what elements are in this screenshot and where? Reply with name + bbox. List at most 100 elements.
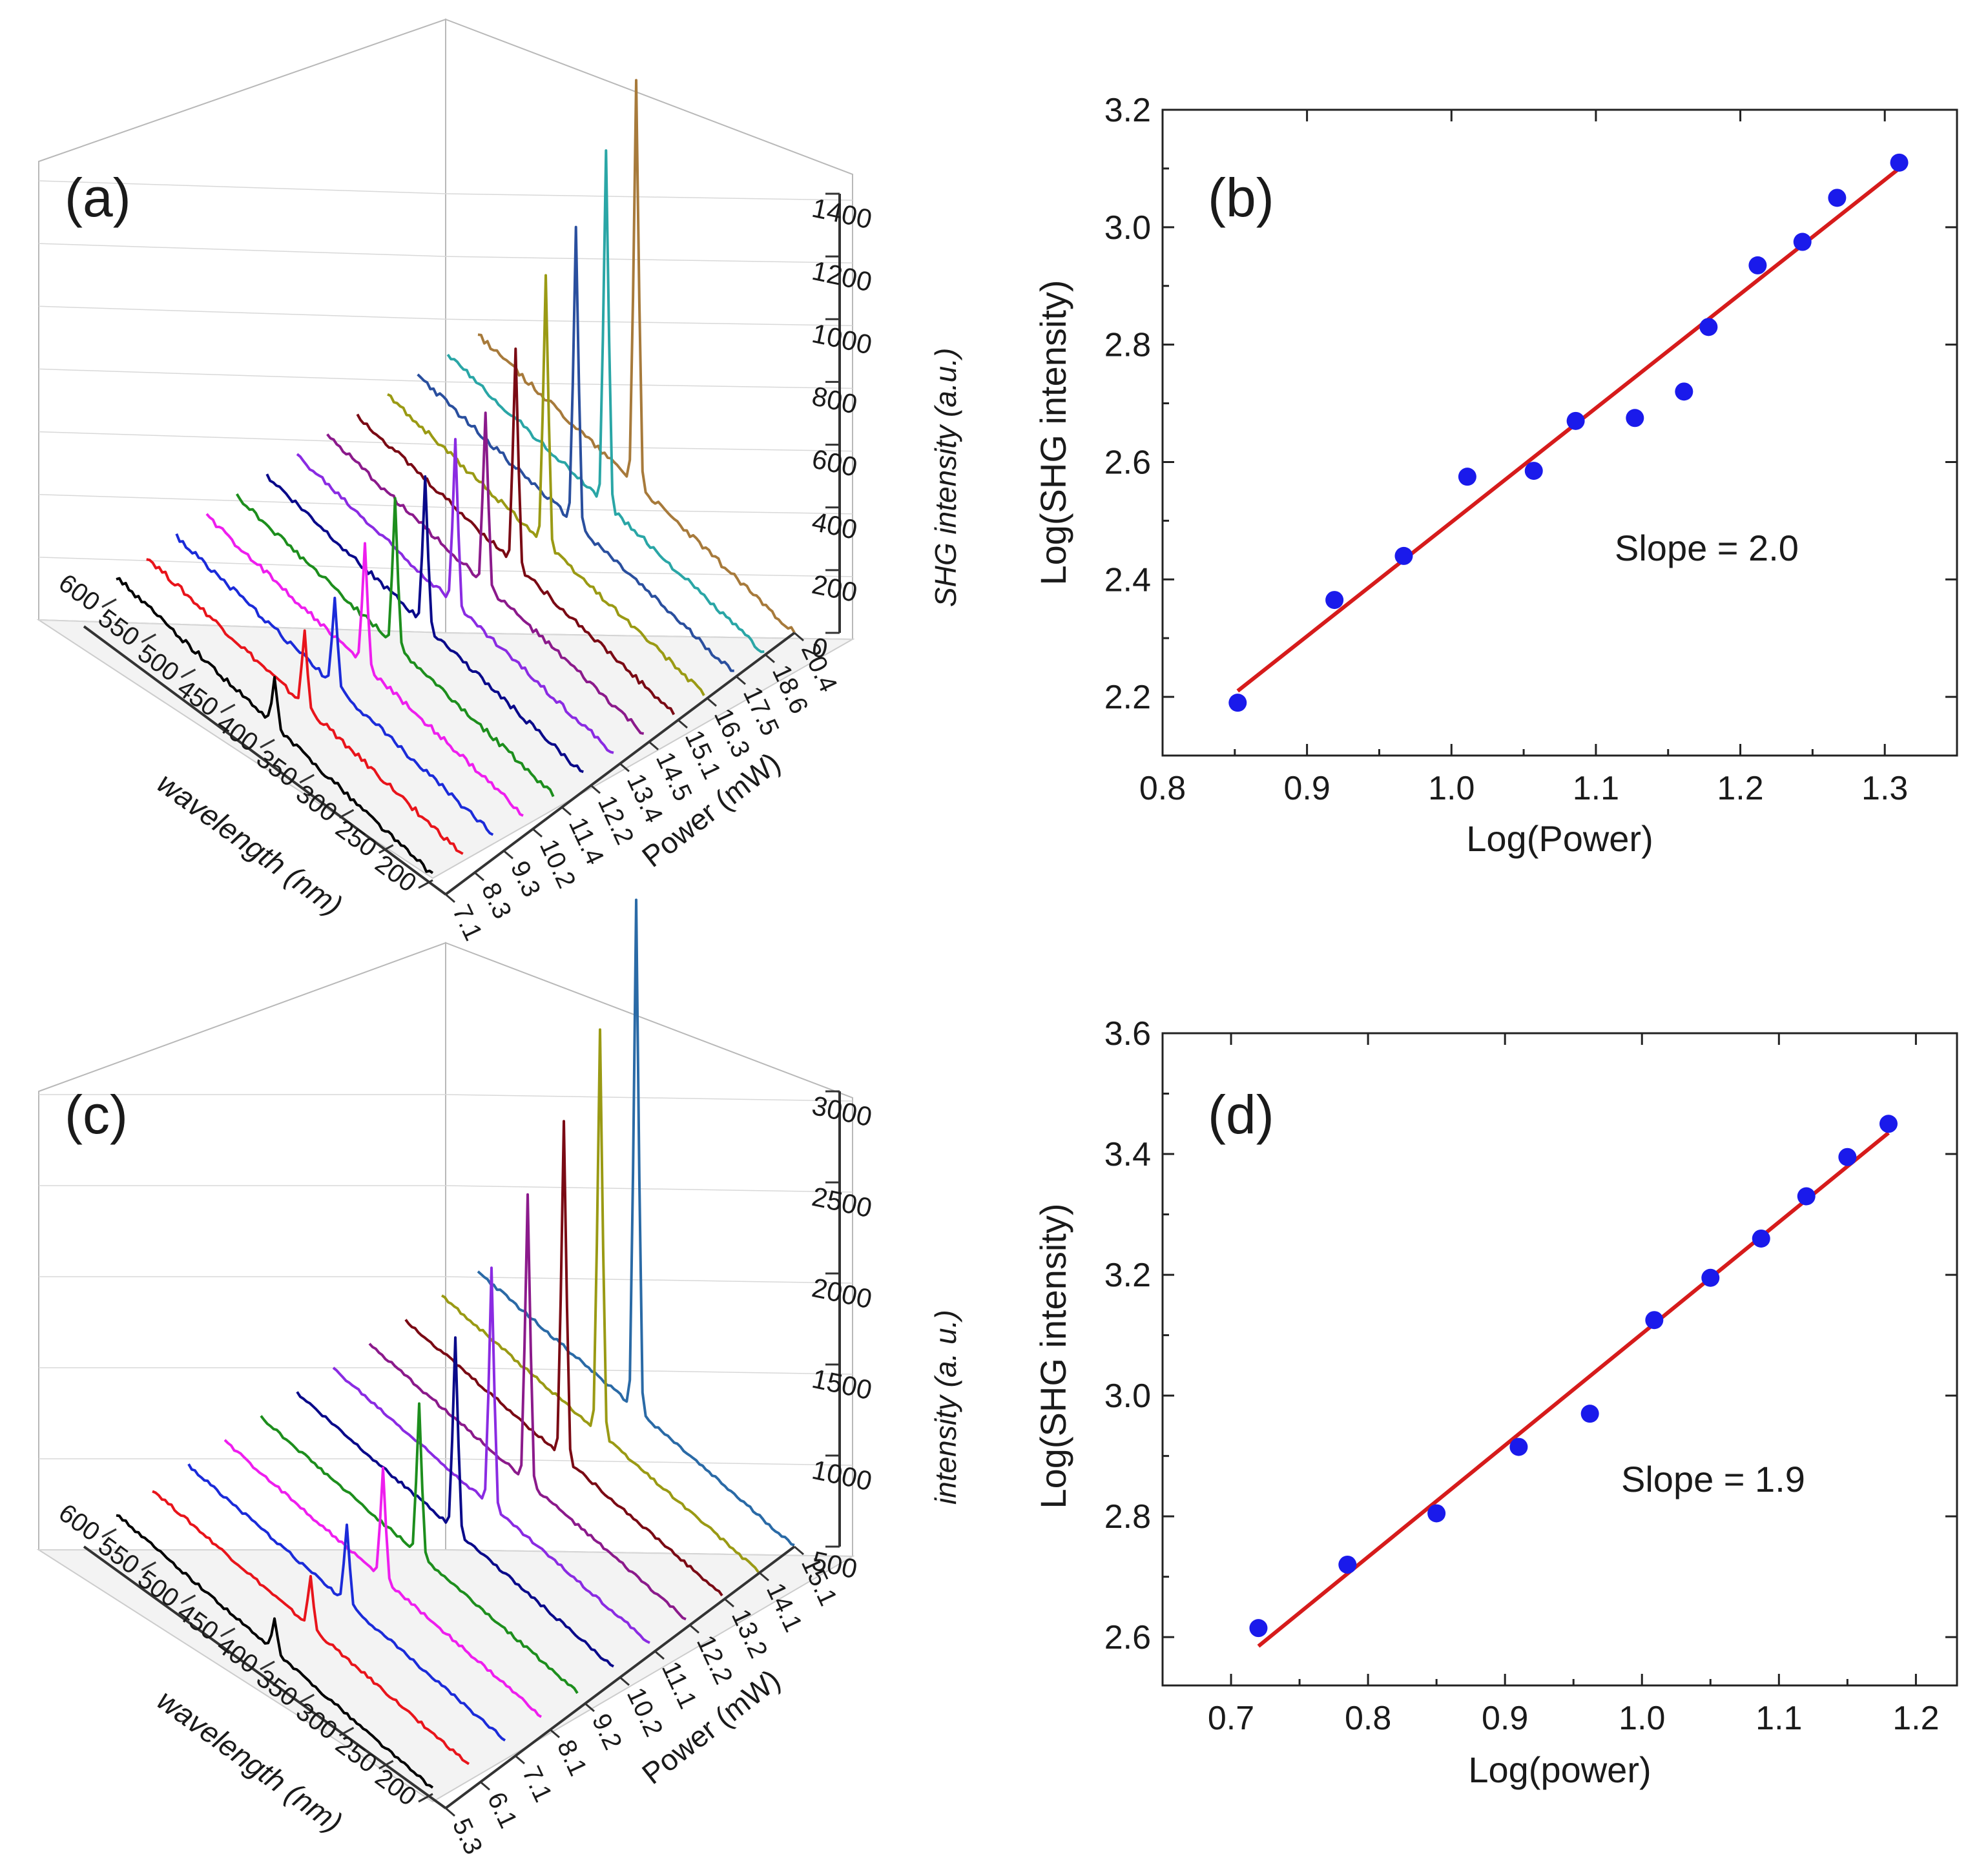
spectrum-line — [326, 411, 645, 736]
wavelength-tick — [418, 1793, 433, 1803]
x-tick-label: 0.9 — [1482, 1700, 1528, 1737]
intensity-tick-label: 1000 — [809, 318, 875, 360]
power-tick — [590, 785, 601, 794]
spectrum-line — [260, 1402, 579, 1694]
spectrum-line — [356, 347, 676, 716]
y-tick-label: 3.4 — [1104, 1136, 1151, 1173]
panel-d-label: (d) — [1208, 1084, 1274, 1145]
panel-d-plot — [1249, 1115, 1898, 1648]
gridline — [38, 180, 853, 201]
x-tick-label: 1.3 — [1861, 770, 1908, 807]
data-point — [1249, 1619, 1268, 1638]
power-tick-label: 6.1 — [482, 1788, 523, 1833]
spectrum-line — [296, 438, 614, 754]
wavelength-tick — [338, 1727, 355, 1736]
spectrum-line — [296, 1336, 614, 1668]
power-tick-label: 7.1 — [447, 900, 488, 945]
data-point — [1338, 1555, 1357, 1574]
spectrum-line — [146, 558, 464, 855]
power-tick — [561, 806, 572, 816]
data-point — [1748, 256, 1767, 274]
intensity-tick-label: 1200 — [809, 255, 875, 297]
power-tick — [765, 654, 775, 663]
power-tick — [619, 763, 630, 772]
x-tick-label: 1.2 — [1892, 1700, 1939, 1737]
data-point — [1797, 1187, 1816, 1206]
wavelength-tick — [101, 1528, 117, 1538]
data-point — [1325, 591, 1344, 610]
data-point — [1626, 409, 1644, 427]
wavelength-tick — [299, 1693, 315, 1704]
wavelength-tick — [141, 633, 156, 643]
wavelength-tick — [180, 668, 196, 679]
y-tick-label: 2.8 — [1104, 327, 1151, 364]
gridline — [39, 1185, 853, 1193]
data-point — [1228, 694, 1247, 712]
power-tick-label: 8.3 — [476, 878, 517, 923]
power-tick — [707, 697, 717, 707]
power-tick — [550, 1729, 560, 1738]
power-tick — [654, 1650, 665, 1660]
spectrum-line — [387, 274, 705, 696]
data-point — [1524, 462, 1543, 480]
wavelength-tick-label: 600 — [54, 568, 105, 617]
wavelength-tick — [180, 1594, 196, 1604]
wavelength-tick — [418, 879, 433, 889]
power-tick-label: 13.2 — [726, 1605, 773, 1662]
power-tick — [480, 1781, 490, 1791]
y-tick-label: 3.6 — [1104, 1015, 1151, 1053]
data-point — [1890, 153, 1909, 172]
power-tick — [724, 1598, 734, 1608]
data-point — [1645, 1311, 1664, 1330]
power-tick-label: 10.2 — [621, 1684, 668, 1741]
panel-b-ticks: 0.8 0.9 1.0 1.1 1.2 1.3 2.2 2.4 2.6 2.8 3.0 3.2 — [1104, 92, 1957, 807]
power-tick-label: 8.1 — [552, 1736, 592, 1780]
power-tick — [619, 1676, 630, 1686]
panel-a-label: (a) — [65, 167, 131, 228]
gridline — [39, 1094, 853, 1102]
gridline — [39, 1367, 853, 1375]
power-tick — [689, 1624, 699, 1634]
gridline — [39, 1458, 853, 1466]
y-tick-label: 2.6 — [1104, 1619, 1151, 1656]
gridline — [38, 368, 853, 389]
gridline — [38, 243, 853, 263]
panel-b-plot — [1228, 153, 1909, 712]
spectrum-line — [116, 577, 434, 874]
intensity-tick-label: 1400 — [809, 192, 875, 234]
power-tick-label: 9.3 — [505, 857, 546, 901]
power-tick-label: 11.1 — [656, 1657, 703, 1713]
data-point — [1675, 382, 1693, 401]
x-tick-label: 1.1 — [1755, 1700, 1802, 1737]
spectrum-line — [175, 533, 494, 836]
spectrum-line — [265, 473, 584, 774]
fit-line — [1236, 167, 1901, 693]
y-tick-label: 2.2 — [1104, 679, 1151, 716]
power-tick — [445, 1807, 455, 1817]
y-tick-label: 3.0 — [1104, 1377, 1151, 1415]
data-point — [1394, 546, 1413, 565]
spectrum-line — [368, 1193, 687, 1621]
data-point — [1752, 1229, 1770, 1248]
y-tick-label: 3.2 — [1104, 1257, 1151, 1294]
panel-a-series — [116, 79, 796, 874]
panel-b-ylabel: Log(SHG intensity) — [1033, 280, 1073, 585]
wavelength-tick — [101, 598, 117, 608]
wavelength-tick — [220, 1627, 236, 1638]
power-tick — [736, 675, 746, 685]
spectrum-line — [332, 1266, 650, 1644]
power-tick — [445, 893, 455, 903]
wavelength-tick — [378, 1760, 394, 1770]
panel-d-annotation: Slope = 1.9 — [1621, 1459, 1805, 1499]
data-point — [1879, 1115, 1898, 1133]
gridline — [38, 305, 853, 327]
panel-c: 2002503003504004505005506005.36.17.18.19… — [36, 898, 962, 1854]
data-point — [1566, 411, 1585, 430]
panel-a-zlabel: SHG intensity (a.u.) — [929, 348, 962, 607]
power-tick — [585, 1702, 595, 1713]
spectrum-line — [235, 493, 555, 798]
gridline — [39, 1549, 853, 1557]
power-tick — [532, 828, 543, 838]
data-point — [1427, 1504, 1446, 1523]
